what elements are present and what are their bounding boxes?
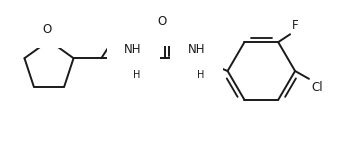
Text: H: H: [134, 70, 141, 80]
Text: O: O: [42, 23, 52, 36]
Text: H: H: [197, 70, 204, 80]
Text: Cl: Cl: [311, 81, 323, 94]
Text: NH: NH: [188, 43, 205, 56]
Text: NH: NH: [124, 43, 142, 56]
Text: F: F: [292, 19, 299, 32]
Text: O: O: [157, 15, 167, 28]
